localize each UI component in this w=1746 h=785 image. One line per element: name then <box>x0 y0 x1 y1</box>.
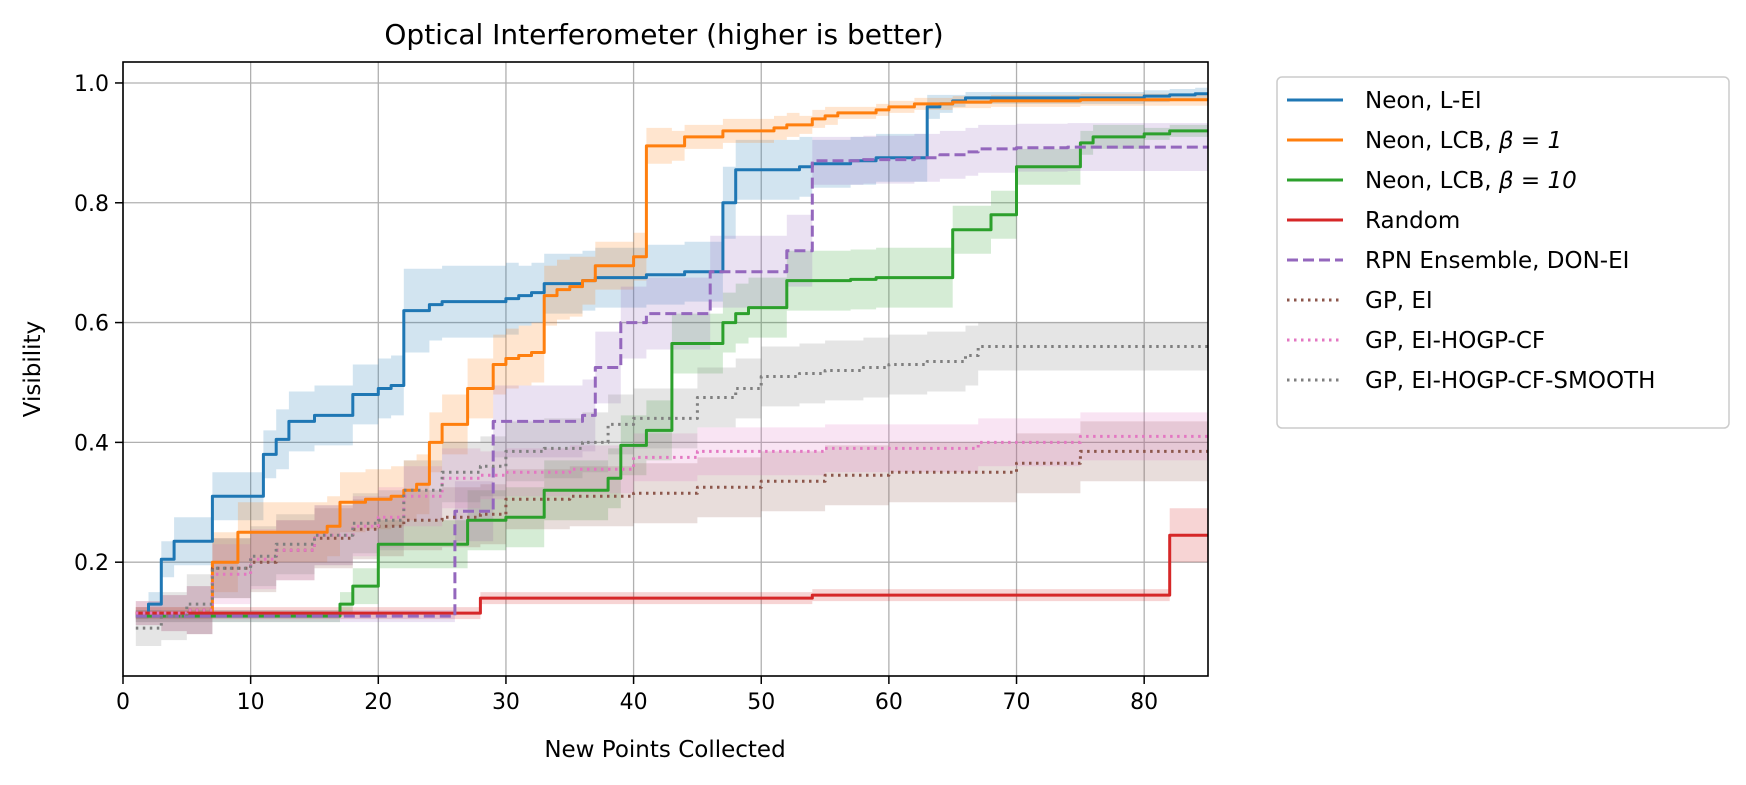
series-band <box>135 322 1208 646</box>
y-tick-label: 0.8 <box>74 192 109 217</box>
series-lines <box>135 92 1208 630</box>
y-tick-label: 0.6 <box>74 312 109 337</box>
series-line <box>135 533 1208 615</box>
x-tick-label: 80 <box>1130 690 1158 715</box>
y-tick-label: 1.0 <box>74 72 109 97</box>
series-line <box>135 129 1208 618</box>
series-line <box>135 92 1208 615</box>
series-band <box>135 412 1208 635</box>
legend-label: Neon, LCB, β = 10 <box>1365 168 1577 194</box>
series-band <box>135 124 1208 623</box>
legend: Neon, L-EI Neon, LCB, β = 1 Neon, LCB, β =… <box>1276 76 1730 429</box>
series-band <box>135 93 1208 620</box>
series-line <box>135 145 1208 618</box>
x-tick-label: 20 <box>364 690 392 715</box>
confidence-bands <box>135 87 1208 646</box>
chart-title: Optical Interferometer (higher is better… <box>384 18 943 51</box>
x-tick-label: 40 <box>620 690 648 715</box>
y-tick-label: 0.4 <box>74 431 109 456</box>
x-tick-label: 50 <box>747 690 775 715</box>
x-tick-label: 70 <box>1003 690 1031 715</box>
y-axis-label: Visibility <box>20 321 46 417</box>
y-tick-label: 0.2 <box>74 551 109 576</box>
axis-ticks: 0 10 20 30 40 50 60 70 80 0.2 0.4 0.6 0.8 1.0 <box>74 72 1158 715</box>
x-tick-label: 0 <box>116 690 130 715</box>
x-tick-label: 60 <box>875 690 903 715</box>
x-tick-label: 10 <box>237 690 265 715</box>
series-line <box>135 345 1208 630</box>
legend-label: Neon, L-EI <box>1365 88 1482 114</box>
grid-lines <box>122 62 1208 676</box>
legend-label: Random <box>1365 208 1460 234</box>
x-axis-label: New Points Collected <box>544 737 785 763</box>
series-line <box>135 449 1208 615</box>
legend-label: GP, EI <box>1365 288 1433 314</box>
plot-area-frame <box>122 61 1209 677</box>
series-band <box>135 508 1208 620</box>
series-line <box>135 98 1208 615</box>
legend-entries: Neon, L-EI Neon, LCB, β = 1 Neon, LCB, β =… <box>1287 88 1655 394</box>
legend-label: GP, EI-HOGP-CF <box>1365 328 1545 354</box>
legend-label: RPN Ensemble, DON-EI <box>1365 248 1629 274</box>
legend-frame <box>1276 76 1730 429</box>
series-band <box>135 421 1208 635</box>
legend-label: GP, EI-HOGP-CF-SMOOTH <box>1365 368 1655 394</box>
legend-label: Neon, LCB, β = 1 <box>1365 128 1562 154</box>
x-tick-label: 30 <box>492 690 520 715</box>
